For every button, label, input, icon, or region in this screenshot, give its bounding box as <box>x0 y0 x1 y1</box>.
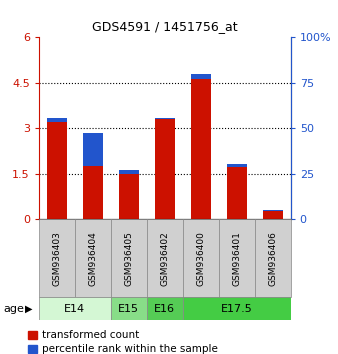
Bar <box>255 219 291 297</box>
Text: GSM936400: GSM936400 <box>196 231 205 286</box>
Text: E16: E16 <box>154 304 175 314</box>
Bar <box>147 297 183 320</box>
Text: GSM936404: GSM936404 <box>88 231 97 286</box>
Bar <box>219 219 255 297</box>
Bar <box>263 210 283 219</box>
Bar <box>83 133 103 166</box>
Text: GSM936401: GSM936401 <box>232 231 241 286</box>
Text: GSM936405: GSM936405 <box>124 231 133 286</box>
Text: E15: E15 <box>118 304 139 314</box>
Bar <box>147 219 183 297</box>
Bar <box>75 219 111 297</box>
Text: ▶: ▶ <box>25 304 33 314</box>
Bar <box>119 170 139 174</box>
Text: age: age <box>3 304 24 314</box>
Bar <box>47 118 67 219</box>
Text: E17.5: E17.5 <box>221 304 252 314</box>
Text: GSM936403: GSM936403 <box>52 231 62 286</box>
Bar <box>183 219 219 297</box>
Bar <box>119 170 139 219</box>
Bar <box>155 118 175 219</box>
Bar <box>111 219 147 297</box>
Bar <box>191 74 211 219</box>
Bar <box>155 118 175 119</box>
Bar <box>191 74 211 79</box>
Bar <box>227 164 247 167</box>
Bar <box>183 297 291 320</box>
Bar <box>263 210 283 211</box>
Text: E14: E14 <box>64 304 86 314</box>
Legend: transformed count, percentile rank within the sample: transformed count, percentile rank withi… <box>27 329 219 354</box>
Bar <box>83 133 103 219</box>
Title: GDS4591 / 1451756_at: GDS4591 / 1451756_at <box>92 20 238 33</box>
Bar <box>227 164 247 219</box>
Text: GSM936402: GSM936402 <box>160 231 169 286</box>
Text: GSM936406: GSM936406 <box>268 231 277 286</box>
Bar <box>47 118 67 122</box>
Bar <box>111 297 147 320</box>
Bar <box>39 219 75 297</box>
Bar <box>39 297 111 320</box>
